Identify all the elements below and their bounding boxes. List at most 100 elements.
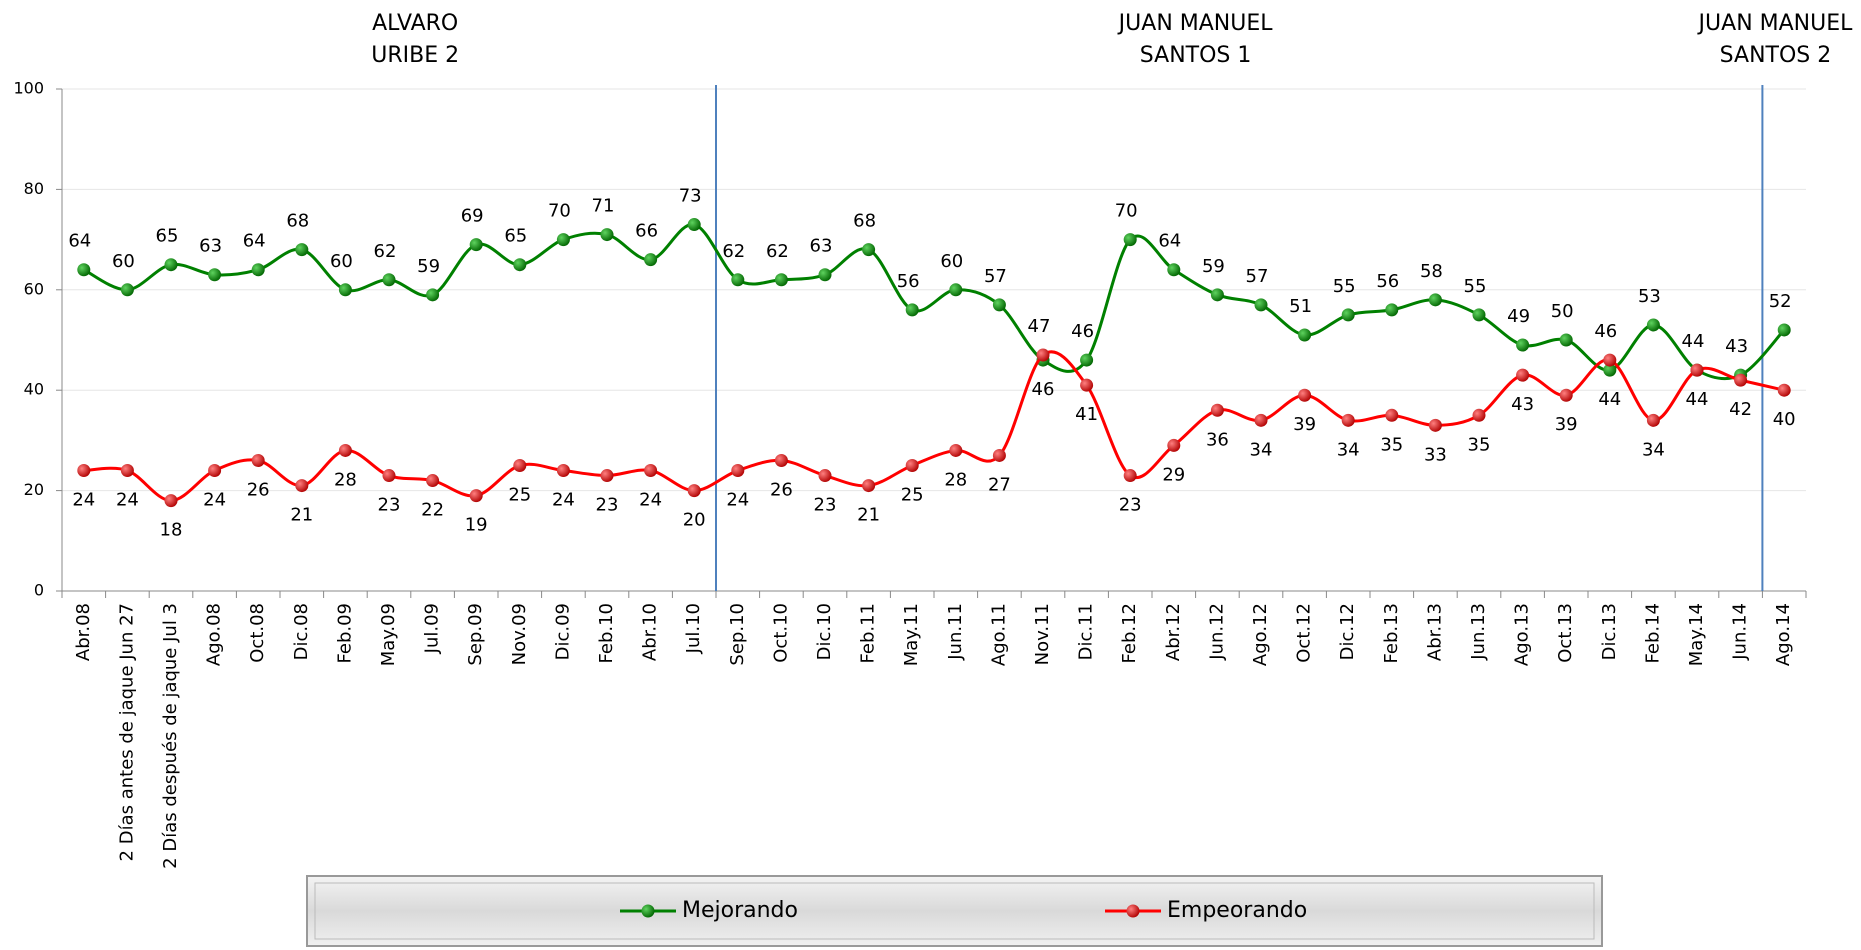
point [1080, 353, 1094, 367]
point [295, 479, 309, 493]
x-tick-label: May.11 [901, 603, 922, 666]
data-label: 21 [857, 505, 880, 526]
point [1167, 438, 1181, 452]
legend-inner [314, 882, 1595, 940]
data-label: 29 [1162, 464, 1185, 485]
point [1080, 378, 1094, 392]
data-label: 55 [1333, 276, 1356, 297]
point [774, 273, 788, 287]
point [1210, 288, 1224, 302]
x-tick-label: 2 Días después de jaque Jul 3 [160, 603, 181, 869]
point [251, 453, 265, 467]
point [1254, 298, 1268, 312]
x-tick-label: Ago.14 [1773, 603, 1794, 666]
point [862, 479, 876, 493]
data-label: 42 [1729, 399, 1752, 420]
point [295, 243, 309, 257]
point [77, 263, 91, 277]
data-label: 23 [378, 495, 401, 516]
legend-label: Mejorando [682, 898, 798, 923]
x-tick-label: Ago.12 [1250, 603, 1271, 666]
x-tick-label: Abr.13 [1424, 603, 1445, 661]
point [1428, 418, 1442, 432]
data-label: 63 [199, 236, 222, 257]
y-tick-label: 40 [24, 380, 44, 399]
point [1298, 328, 1312, 342]
data-label: 66 [635, 221, 658, 242]
point [338, 283, 352, 297]
data-label: 47 [1028, 316, 1051, 337]
point [1516, 338, 1530, 352]
data-label: 68 [286, 211, 309, 232]
data-label: 62 [766, 241, 789, 262]
x-tick-label: Dic.11 [1076, 603, 1097, 660]
x-tick-label: Dic.08 [291, 603, 312, 660]
x-tick-label: Feb.11 [858, 603, 879, 664]
x-tick-label: Ago.11 [988, 603, 1009, 666]
data-label: 46 [1032, 379, 1055, 400]
point [513, 459, 527, 472]
point [1167, 263, 1181, 277]
data-label: 24 [726, 490, 749, 511]
y-tick-label: 60 [24, 279, 44, 298]
x-tick-label: Oct.12 [1294, 603, 1315, 663]
point [774, 453, 788, 467]
point [382, 273, 396, 287]
data-label: 25 [901, 485, 924, 506]
point [1559, 333, 1573, 347]
x-tick-label: Jun.13 [1468, 603, 1489, 661]
period-label: JUAN MANUEL [1117, 11, 1274, 36]
data-label: 41 [1075, 404, 1098, 425]
data-label: 62 [722, 241, 745, 262]
x-tick-label: Dic.10 [814, 603, 835, 660]
x-tick-label: Oct.08 [247, 603, 268, 663]
data-label: 70 [1115, 201, 1138, 222]
x-tick-label: Ago.08 [204, 603, 225, 666]
point [1559, 388, 1573, 402]
data-label: 56 [1376, 271, 1399, 292]
point [1123, 233, 1137, 247]
data-label: 60 [112, 251, 135, 272]
data-label: 28 [334, 469, 357, 490]
y-tick-label: 20 [24, 480, 44, 499]
x-tick-label: Sep.10 [727, 603, 748, 666]
point [469, 238, 483, 252]
x-tick-label: Abr.10 [640, 603, 661, 661]
point [426, 474, 440, 488]
x-tick-label: Jun.12 [1206, 603, 1227, 661]
point [1516, 368, 1530, 382]
x-tick-label: Jul.10 [683, 603, 704, 654]
x-tick-label: Jul.09 [422, 603, 443, 654]
data-label: 73 [679, 186, 702, 207]
point [1254, 413, 1268, 427]
series-line [83, 223, 1786, 381]
data-label: 56 [897, 271, 920, 292]
point [1210, 403, 1224, 417]
period-label: URIBE 2 [371, 43, 459, 68]
point [600, 228, 614, 242]
point [1428, 293, 1442, 307]
data-label: 65 [156, 226, 179, 247]
x-tick-label: Feb.10 [596, 603, 617, 664]
point [426, 288, 440, 302]
data-label: 68 [853, 211, 876, 232]
point [731, 464, 745, 478]
data-label: 59 [417, 256, 440, 277]
data-label: 57 [984, 266, 1007, 287]
period-label: JUAN MANUEL [1697, 11, 1854, 36]
data-label: 46 [1071, 321, 1094, 342]
x-tick-label: Abr.08 [73, 603, 94, 661]
x-tick-label: Feb.14 [1642, 603, 1663, 664]
point [1472, 408, 1486, 422]
data-label: 50 [1551, 301, 1574, 322]
data-label: 39 [1293, 414, 1316, 435]
x-tick-label: Abr.12 [1163, 603, 1184, 661]
point [77, 464, 91, 478]
data-label: 62 [374, 241, 397, 262]
data-label: 22 [421, 500, 444, 521]
data-label: 35 [1380, 434, 1403, 455]
point [469, 489, 483, 503]
data-label: 26 [247, 479, 270, 500]
data-label: 20 [683, 510, 706, 531]
